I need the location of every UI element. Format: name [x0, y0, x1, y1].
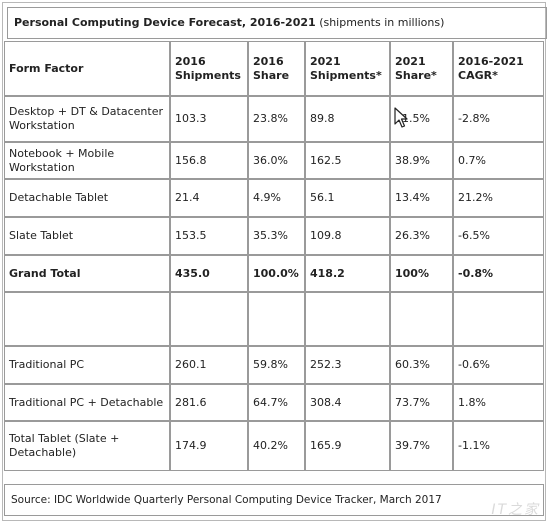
cell-2021-share: 38.9% — [390, 142, 453, 179]
cell-2016-shipments: 435.0 — [170, 255, 248, 292]
cell-2016-share: 100.0% — [248, 255, 305, 292]
cell-cagr: -0.6% — [453, 346, 544, 384]
cell-2021-shipments: 109.8 — [305, 217, 390, 255]
mouse-pointer-icon — [394, 107, 408, 128]
table-row: Detachable Tablet 21.4 4.9% 56.1 13.4% 2… — [4, 179, 544, 217]
cell-2021-share: 26.3% — [390, 217, 453, 255]
table-row: Total Tablet (Slate + Detachable) 174.9 … — [4, 421, 544, 471]
cell-form-factor: Traditional PC + Detachable — [4, 384, 170, 421]
grand-total-row: Grand Total 435.0 100.0% 418.2 100% -0.8… — [4, 255, 544, 292]
cell-2021-shipments: 308.4 — [305, 384, 390, 421]
cell-2016-share: 36.0% — [248, 142, 305, 179]
cell-2016-shipments: 260.1 — [170, 346, 248, 384]
cell-cagr: 0.7% — [453, 142, 544, 179]
cell-form-factor — [4, 292, 170, 346]
cell-2016-shipments: 153.5 — [170, 217, 248, 255]
cell-2016-shipments: 281.6 — [170, 384, 248, 421]
cell-2016-share: 35.3% — [248, 217, 305, 255]
cell-2021-share: 73.7% — [390, 384, 453, 421]
cell-form-factor: Desktop + DT & Datacenter Workstation — [4, 96, 170, 142]
header-2021-share: 2021 Share* — [390, 41, 453, 96]
cell-2016-shipments — [170, 292, 248, 346]
table-row: Desktop + DT & Datacenter Workstation 10… — [4, 96, 544, 142]
cell-2021-share: 39.7% — [390, 421, 453, 471]
cell-2016-share: 64.7% — [248, 384, 305, 421]
header-form-factor: Form Factor — [4, 41, 170, 96]
cell-cagr: -1.1% — [453, 421, 544, 471]
cell-form-factor: Notebook + Mobile Workstation — [4, 142, 170, 179]
header-cagr: 2016-2021 CAGR* — [453, 41, 544, 96]
spacer-row — [4, 292, 544, 346]
cell-2016-share: 4.9% — [248, 179, 305, 217]
cell-2016-share: 59.8% — [248, 346, 305, 384]
table-title-sub: (shipments in millions) — [319, 16, 445, 29]
watermark-logo: IT之家 — [491, 502, 540, 518]
cell-2021-share: 13.4% — [390, 179, 453, 217]
cell-2021-shipments: 252.3 — [305, 346, 390, 384]
cell-cagr: -6.5% — [453, 217, 544, 255]
header-2016-share: 2016 Share — [248, 41, 305, 96]
cell-form-factor: Grand Total — [4, 255, 170, 292]
cell-2021-shipments: 418.2 — [305, 255, 390, 292]
cell-2016-shipments: 156.8 — [170, 142, 248, 179]
cell-2021-shipments: 165.9 — [305, 421, 390, 471]
cell-2021-shipments: 162.5 — [305, 142, 390, 179]
cell-cagr — [453, 292, 544, 346]
table-row: Slate Tablet 153.5 35.3% 109.8 26.3% -6.… — [4, 217, 544, 255]
source-note: Source: IDC Worldwide Quarterly Personal… — [4, 484, 544, 516]
cell-2021-share: 100% — [390, 255, 453, 292]
cell-cagr: 21.2% — [453, 179, 544, 217]
table-title: Personal Computing Device Forecast, 2016… — [7, 7, 547, 39]
cell-form-factor: Detachable Tablet — [4, 179, 170, 217]
cell-cagr: 1.8% — [453, 384, 544, 421]
cell-2021-share — [390, 292, 453, 346]
cell-2021-shipments: 56.1 — [305, 179, 390, 217]
cell-2016-share: 23.8% — [248, 96, 305, 142]
cell-2021-shipments: 89.8 — [305, 96, 390, 142]
header-2021-shipments: 2021 Shipments* — [305, 41, 390, 96]
table-row: Traditional PC + Detachable 281.6 64.7% … — [4, 384, 544, 421]
cell-2016-shipments: 21.4 — [170, 179, 248, 217]
cell-form-factor: Traditional PC — [4, 346, 170, 384]
cell-2016-shipments: 174.9 — [170, 421, 248, 471]
header-row: Form Factor 2016 Shipments 2016 Share 20… — [4, 41, 544, 96]
cell-2021-shipments — [305, 292, 390, 346]
forecast-table-frame: Personal Computing Device Forecast, 2016… — [2, 2, 547, 521]
cell-2016-share — [248, 292, 305, 346]
cell-cagr: -0.8% — [453, 255, 544, 292]
table-title-main: Personal Computing Device Forecast, 2016… — [14, 16, 316, 29]
cell-form-factor: Slate Tablet — [4, 217, 170, 255]
header-2016-shipments: 2016 Shipments — [170, 41, 248, 96]
table-row: Notebook + Mobile Workstation 156.8 36.0… — [4, 142, 544, 179]
table-row: Traditional PC 260.1 59.8% 252.3 60.3% -… — [4, 346, 544, 384]
cell-2021-share: 60.3% — [390, 346, 453, 384]
cell-2016-share: 40.2% — [248, 421, 305, 471]
cell-2016-shipments: 103.3 — [170, 96, 248, 142]
cell-form-factor: Total Tablet (Slate + Detachable) — [4, 421, 170, 471]
forecast-table: Form Factor 2016 Shipments 2016 Share 20… — [4, 41, 544, 471]
cell-cagr: -2.8% — [453, 96, 544, 142]
